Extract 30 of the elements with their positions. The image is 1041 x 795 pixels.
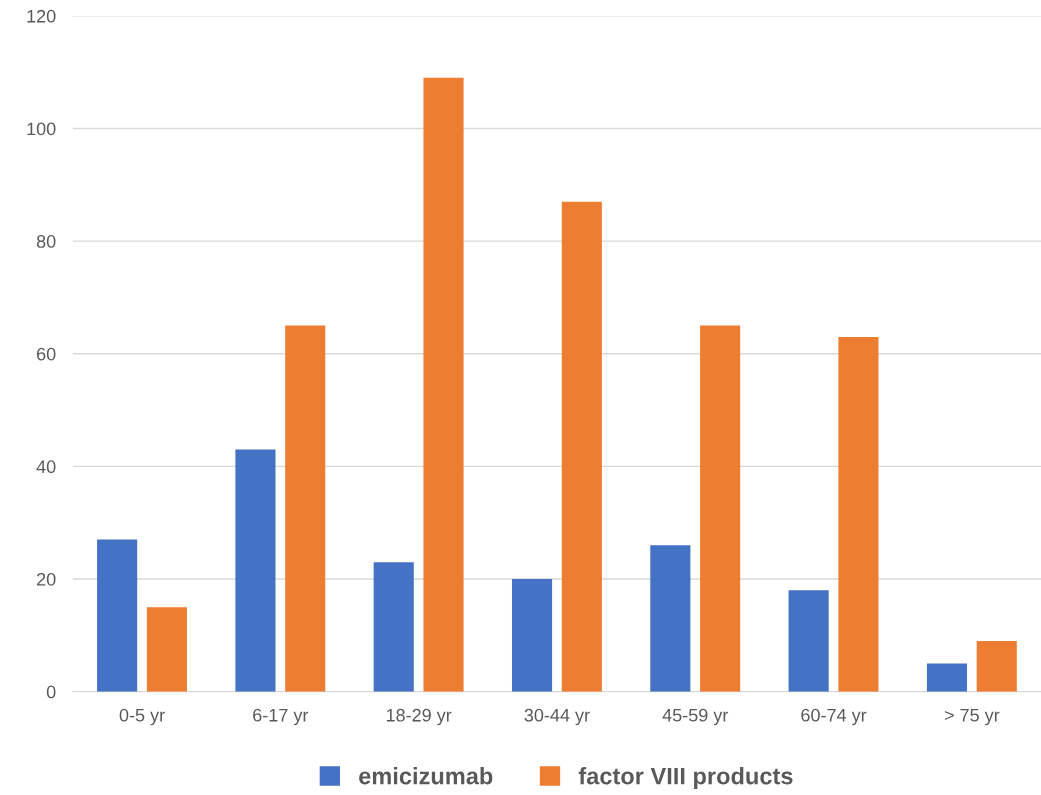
x-tick-label: 60-74 yr xyxy=(801,708,867,726)
bar xyxy=(650,545,691,692)
y-tick-label: 80 xyxy=(36,235,56,248)
bar xyxy=(976,640,1017,692)
y-tick-label: 0 xyxy=(46,685,56,699)
bar xyxy=(511,579,553,692)
y-tick-label: 60 xyxy=(37,347,56,361)
x-tick-label: 30-44 yr xyxy=(524,708,590,726)
bar xyxy=(235,449,276,692)
legend-label: factor VIII products xyxy=(578,767,793,790)
y-tick-label: 40 xyxy=(36,460,56,474)
y-tick-label: 100 xyxy=(27,122,56,136)
bar xyxy=(700,325,741,692)
bar xyxy=(838,336,879,692)
legend-label: emicizumab xyxy=(359,767,493,785)
x-tick-label: 6-17 yr xyxy=(253,708,309,726)
bar xyxy=(285,325,326,692)
y-tick-label: 120 xyxy=(27,9,56,23)
bar xyxy=(373,562,414,692)
bar xyxy=(97,539,138,692)
x-tick-label: 45-59 yr xyxy=(662,708,729,726)
bar xyxy=(146,607,187,692)
x-tick-label: 18-29 yr xyxy=(386,708,452,726)
bar xyxy=(423,77,464,692)
bar xyxy=(788,590,829,692)
bar xyxy=(561,201,602,692)
x-tick-label: 0-5 yr xyxy=(119,708,165,726)
x-tick-label: > 75 yr xyxy=(944,708,1000,726)
bar xyxy=(926,663,968,692)
y-tick-label: 20 xyxy=(37,572,56,586)
